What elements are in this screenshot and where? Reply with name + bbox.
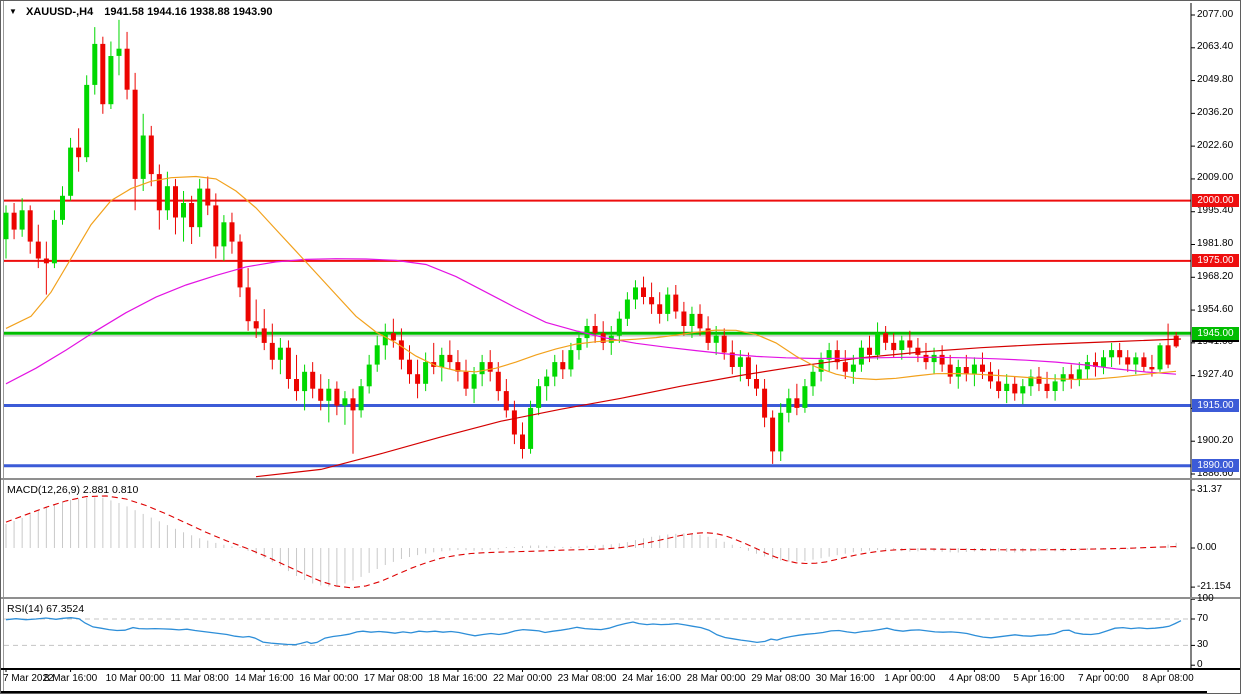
rsi-line (5, 617, 1182, 646)
time-tick-label: 30 Mar 16:00 (815, 673, 875, 684)
time-tick-label: 22 Mar 00:00 (493, 673, 552, 684)
rsi-pane[interactable] (4, 600, 1191, 668)
time-tick-label: 14 Mar 16:00 (234, 673, 294, 684)
rsi-tick-label: 100 (1197, 592, 1214, 604)
price-tick-label: 2049.80 (1197, 74, 1234, 86)
time-tick-label: 18 Mar 16:00 (428, 673, 488, 684)
time-tick-label: 16 Mar 00:00 (299, 673, 359, 684)
ohlc-readout: 1941.58 1944.16 1938.88 1943.90 (104, 6, 273, 18)
price-tick-label: 2036.20 (1197, 106, 1234, 118)
time-tick-label: 7 Mar 2022 (3, 673, 54, 684)
price-tick-label: 1995.40 (1197, 205, 1234, 217)
ma-mid-magenta-line (5, 258, 1177, 385)
level-badge-1975.00: 1975.00 (1192, 254, 1239, 268)
time-tick-label: 11 Mar 08:00 (170, 673, 229, 684)
price-tick-label: 1968.20 (1197, 270, 1234, 282)
pane-separator-macd-rsi[interactable] (1, 597, 1240, 599)
time-tick-label: 8 Mar 16:00 (43, 673, 98, 684)
rsi-tick-label: 0 (1197, 658, 1203, 670)
macd-pane[interactable] (4, 481, 1191, 597)
price-tick-label: 1900.20 (1197, 434, 1234, 446)
time-tick-label: 7 Apr 00:00 (1077, 673, 1130, 684)
rsi-indicator-label: RSI(14) 67.3524 (7, 603, 85, 615)
macd-tick-label: 31.37 (1197, 483, 1223, 495)
time-axis-separator (1, 668, 1240, 670)
ma-slow-red-line (255, 338, 1182, 478)
price-tick-label: 1927.40 (1197, 369, 1234, 381)
time-tick-label: 8 Apr 08:00 (1142, 673, 1194, 684)
candles-layer (3, 19, 1179, 464)
chart-title: ▼ XAUUSD-,H4 1941.58 1944.16 1938.88 194… (9, 6, 273, 18)
level-badge-1890.00: 1890.00 (1192, 459, 1239, 473)
time-tick-label: 24 Mar 16:00 (622, 673, 682, 684)
price-tick-label: 2009.00 (1197, 172, 1234, 184)
symbol-timeframe-label: XAUUSD-,H4 (25, 6, 94, 18)
time-tick-label: 29 Mar 08:00 (751, 673, 811, 684)
level-badge-1915.00: 1915.00 (1192, 399, 1239, 413)
time-tick-label: 5 Apr 16:00 (1013, 673, 1065, 684)
time-tick-label: 10 Mar 00:00 (105, 673, 165, 684)
macd-tick-label: 0.00 (1197, 541, 1217, 553)
horizontal-scrollbar[interactable] (1, 691, 1207, 693)
price-tick-label: 1981.80 (1197, 238, 1234, 249)
main-chart-pane[interactable] (4, 3, 1191, 478)
time-tick-label: 17 Mar 08:00 (363, 673, 423, 684)
time-tick-label: 28 Mar 00:00 (686, 673, 746, 684)
price-tick-label: 1886.60 (1197, 467, 1234, 479)
price-tick-label: 2063.40 (1197, 41, 1234, 53)
ma-fast-orange-line (5, 175, 1177, 381)
macd-histogram (5, 497, 1177, 587)
rsi-tick-label: 70 (1197, 612, 1209, 624)
macd-signal-line (5, 495, 1178, 589)
time-tick-label: 1 Apr 00:00 (884, 673, 936, 684)
price-tick-label: 2077.00 (1197, 8, 1234, 20)
time-tick-label: 4 Apr 08:00 (948, 673, 1000, 684)
time-tick-label: 23 Mar 08:00 (557, 673, 617, 684)
window-left-edge (3, 1, 4, 693)
level-badge-2000.00: 2000.00 (1192, 194, 1239, 208)
macd-indicator-label: MACD(12,26,9) 2.881 0.810 (7, 484, 139, 496)
level-badge-1945.00: 1945.00 (1192, 326, 1239, 340)
price-tick-label: 2022.60 (1197, 139, 1234, 151)
rsi-tick-label: 30 (1197, 638, 1209, 650)
symbol-dropdown-icon[interactable]: ▼ (9, 7, 17, 16)
macd-tick-label: -21.154 (1197, 580, 1231, 592)
pane-separator-main-macd[interactable] (1, 478, 1240, 480)
price-tick-label: 1954.60 (1197, 303, 1234, 315)
